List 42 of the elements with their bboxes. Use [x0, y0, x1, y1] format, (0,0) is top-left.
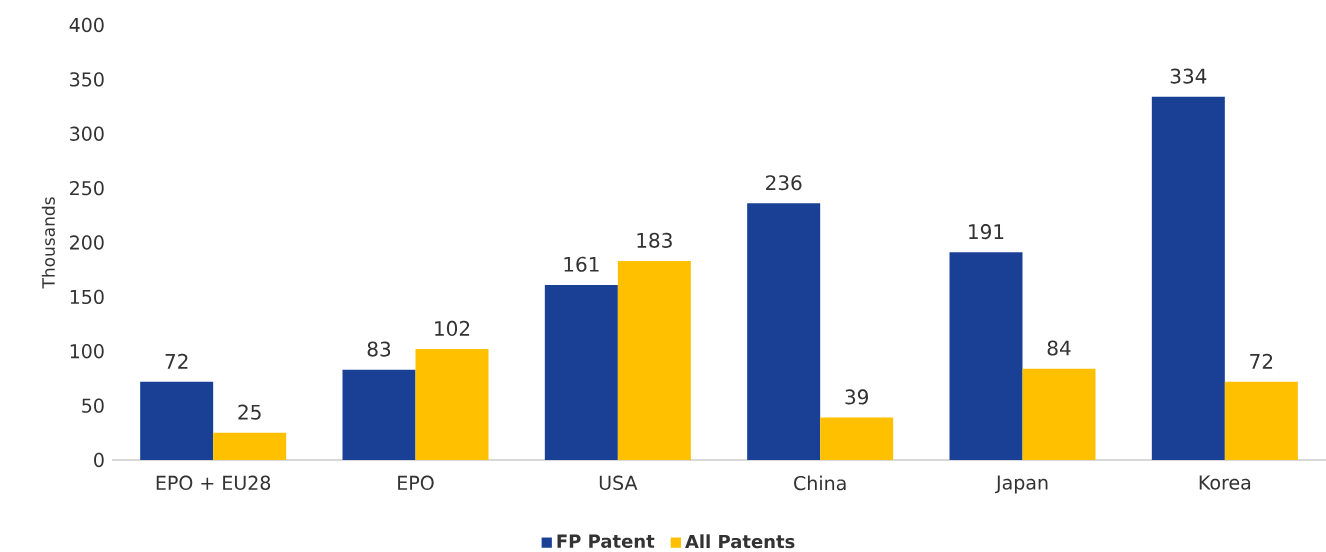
y-tick-label: 200	[70, 235, 104, 250]
bar	[1224, 381, 1298, 460]
data-label: 161	[564, 256, 599, 272]
y-tick-label: 50	[82, 398, 104, 413]
data-label: 334	[1170, 68, 1207, 84]
legend-label: FP Patent	[557, 534, 655, 548]
data-label: 39	[845, 389, 868, 405]
y-tick-label: 100	[70, 344, 104, 359]
data-label: 25	[238, 404, 261, 420]
x-tick-label: USA	[599, 475, 638, 490]
data-label: 83	[367, 341, 391, 357]
bar	[617, 260, 691, 460]
data-label: 236	[766, 175, 802, 191]
data-label: 84	[1047, 340, 1071, 356]
data-label: 191	[969, 224, 1004, 240]
bar	[1151, 96, 1225, 460]
x-tick-label: EPO + EU28	[156, 475, 271, 490]
x-tick-label: Japan	[995, 475, 1048, 494]
data-label: 72	[165, 353, 188, 369]
y-tick-label: 350	[70, 72, 104, 87]
data-label: 102	[435, 320, 470, 337]
y-axis-title: Thousands	[41, 197, 55, 289]
bar	[747, 203, 821, 460]
bar	[342, 369, 416, 460]
x-tick-label: EPO	[398, 475, 434, 490]
bar	[820, 417, 894, 460]
bar	[544, 284, 618, 460]
data-label: 72	[1250, 353, 1273, 369]
y-tick-label: 400	[69, 17, 104, 33]
y-tick-label: 300	[70, 126, 104, 141]
bar	[415, 349, 489, 460]
bar	[140, 381, 214, 460]
y-tick-label: 250	[70, 180, 104, 196]
y-tick-label: 150	[70, 289, 104, 305]
bar	[1022, 368, 1096, 460]
data-label: 183	[637, 232, 672, 248]
x-tick-label: Korea	[1199, 475, 1251, 490]
legend-label: All Patents	[685, 534, 795, 549]
y-tick-label: 0	[94, 452, 104, 468]
bar	[213, 432, 287, 460]
bar	[949, 252, 1023, 460]
x-tick-label: China	[794, 475, 846, 491]
